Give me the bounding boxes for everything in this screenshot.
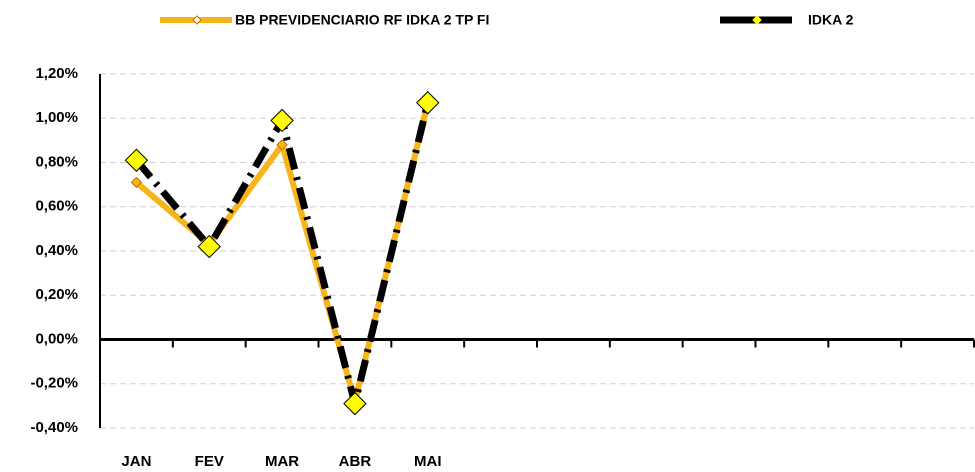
x-tick-label: ABR [339,453,372,470]
legend-label: BB PREVIDENCIARIO RF IDKA 2 TP FI [235,12,489,28]
marker [276,139,288,151]
y-tick-label: 0,80% [35,153,78,170]
marker [130,176,143,189]
marker [124,148,149,172]
x-tick-label: MAI [414,453,442,470]
legend-marker [192,15,202,25]
y-tick-label: -0,20% [30,375,78,392]
y-tick-label: 1,20% [35,65,78,82]
x-tick-label: FEV [195,453,224,470]
x-tick-label: JAN [121,453,151,470]
y-tick-label: 0,00% [35,330,78,347]
marker [343,391,367,416]
y-tick-label: 1,00% [35,109,78,126]
marker [270,108,294,133]
legend-marker [752,15,762,25]
y-tick-label: 0,60% [35,198,78,215]
marker [416,91,440,115]
x-tick-label: MAR [265,453,299,470]
marker [197,234,221,259]
y-tick-label: 0,40% [35,242,78,259]
legend-label: IDKA 2 [808,12,854,28]
y-tick-label: 0,20% [35,286,78,303]
y-tick-label: -0,40% [30,419,78,436]
